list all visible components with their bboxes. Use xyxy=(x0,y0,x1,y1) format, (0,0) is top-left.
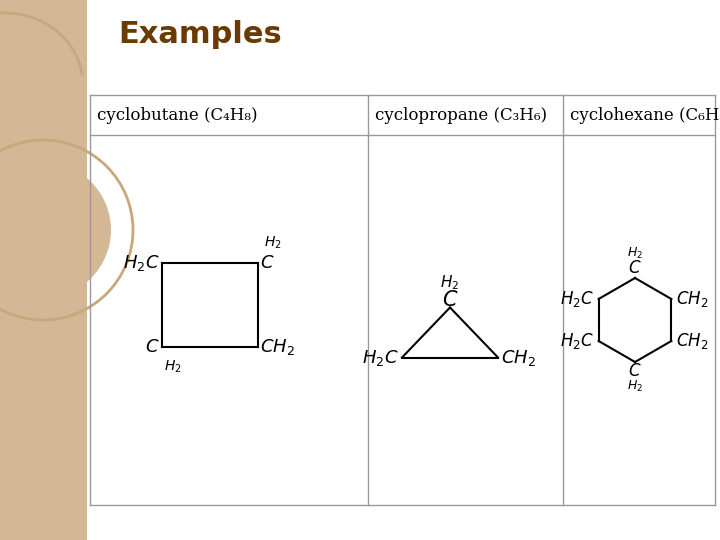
Text: $C$: $C$ xyxy=(145,338,160,356)
Circle shape xyxy=(0,162,111,298)
Text: $H_2$: $H_2$ xyxy=(264,235,282,251)
Text: $H_2C$: $H_2C$ xyxy=(559,289,593,309)
Bar xyxy=(0,0,87,540)
Text: $CH_2$: $CH_2$ xyxy=(676,331,708,351)
Text: $H_2$: $H_2$ xyxy=(164,359,181,375)
Text: $CH_2$: $CH_2$ xyxy=(501,348,536,368)
Text: $CH_2$: $CH_2$ xyxy=(676,289,708,309)
Text: $H_2$: $H_2$ xyxy=(441,273,459,292)
Text: cyclobutane (C₄H₈): cyclobutane (C₄H₈) xyxy=(97,106,258,124)
Text: $H_2C$: $H_2C$ xyxy=(559,331,593,351)
Text: $H_2C$: $H_2C$ xyxy=(362,348,399,368)
Text: cyclohexane (C₆H₁₂): cyclohexane (C₆H₁₂) xyxy=(570,106,720,124)
Text: Examples: Examples xyxy=(118,20,282,49)
Text: $H_2$: $H_2$ xyxy=(627,379,643,394)
Text: $C$: $C$ xyxy=(442,289,458,309)
Text: $H_2$: $H_2$ xyxy=(627,246,643,261)
Text: $H_2C$: $H_2C$ xyxy=(123,253,160,273)
Text: $C$: $C$ xyxy=(260,254,274,272)
Text: $CH_2$: $CH_2$ xyxy=(260,337,295,357)
Text: cyclopropane (C₃H₆): cyclopropane (C₃H₆) xyxy=(375,106,547,124)
Text: $C$: $C$ xyxy=(629,260,642,277)
Text: $C$: $C$ xyxy=(629,363,642,380)
